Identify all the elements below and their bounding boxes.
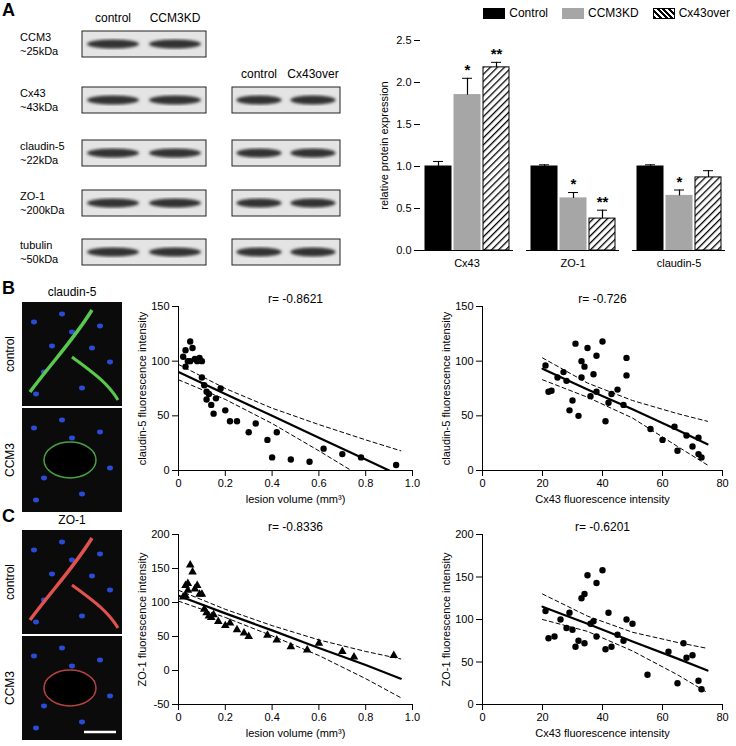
svg-text:80: 80	[716, 477, 728, 489]
html-text:A: A	[2, 0, 15, 20]
svg-text:150: 150	[151, 562, 169, 574]
svg-text:0.4: 0.4	[264, 477, 279, 489]
svg-text:r= -0.6201: r= -0.6201	[575, 520, 630, 534]
svg-text:40: 40	[596, 477, 608, 489]
svg-text:60: 60	[656, 711, 668, 723]
svg-text:tubulin: tubulin	[20, 239, 52, 251]
svg-text:ZO-1: ZO-1	[20, 190, 45, 202]
html-text:Cx43over: Cx43over	[678, 6, 730, 20]
svg-text:ZO-1 fluorescence intensity: ZO-1 fluorescence intensity	[440, 552, 452, 686]
svg-text:*: *	[571, 175, 577, 192]
svg-text:~22kDa: ~22kDa	[20, 154, 59, 166]
svg-text:ZO-1: ZO-1	[560, 257, 585, 269]
svg-text:0.6: 0.6	[311, 477, 326, 489]
svg-text:Cx43: Cx43	[454, 257, 480, 269]
svg-text:100: 100	[151, 596, 169, 608]
svg-text:Cx43 fluorescence intensity: Cx43 fluorescence intensity	[535, 727, 670, 739]
svg-text:0.6: 0.6	[311, 711, 326, 723]
svg-text:-50: -50	[154, 698, 170, 710]
svg-text:control: control	[3, 336, 17, 372]
svg-text:2.5: 2.5	[396, 34, 411, 46]
svg-text:CCM3KD: CCM3KD	[150, 11, 201, 25]
svg-text:control: control	[3, 564, 17, 600]
svg-text:0: 0	[175, 711, 181, 723]
svg-text:100: 100	[455, 613, 473, 625]
svg-text:r= -0.8621: r= -0.8621	[268, 292, 323, 306]
svg-text:200: 200	[455, 528, 473, 540]
svg-text:~43kDa: ~43kDa	[20, 101, 59, 113]
svg-text:0.8: 0.8	[358, 711, 373, 723]
svg-text:**: **	[597, 193, 609, 210]
svg-text:*: *	[465, 61, 471, 78]
svg-text:0.0: 0.0	[396, 244, 411, 256]
svg-text:0: 0	[175, 477, 181, 489]
html-text:CCM3KD: CCM3KD	[588, 6, 639, 20]
svg-text:~200kDa: ~200kDa	[20, 204, 65, 216]
svg-text:lesion volume (mm³): lesion volume (mm³)	[246, 727, 346, 739]
svg-text:Cx43over: Cx43over	[287, 67, 338, 81]
svg-text:50: 50	[461, 409, 473, 421]
svg-text:0: 0	[163, 664, 169, 676]
svg-text:1.0: 1.0	[405, 477, 420, 489]
svg-text:200: 200	[151, 528, 169, 540]
svg-text:0: 0	[479, 477, 485, 489]
svg-text:50: 50	[157, 630, 169, 642]
svg-text:r= -0.726: r= -0.726	[578, 292, 627, 306]
svg-text:20: 20	[536, 711, 548, 723]
svg-text:1.0: 1.0	[396, 160, 411, 172]
svg-text:0.2: 0.2	[218, 711, 233, 723]
svg-text:20: 20	[536, 477, 548, 489]
svg-text:**: **	[491, 45, 503, 62]
svg-text:~50kDa: ~50kDa	[20, 253, 59, 265]
svg-text:Cx43: Cx43	[20, 87, 46, 99]
html-text:B: B	[2, 278, 15, 298]
svg-text:ZO-1: ZO-1	[58, 513, 86, 527]
svg-text:CCM3: CCM3	[3, 671, 17, 705]
svg-text:40: 40	[596, 711, 608, 723]
svg-text:1.0: 1.0	[405, 711, 420, 723]
svg-text:lesion volume (mm³): lesion volume (mm³)	[246, 493, 346, 505]
svg-text:Cx43 fluorescence intensity: Cx43 fluorescence intensity	[535, 493, 670, 505]
svg-text:0.5: 0.5	[396, 202, 411, 214]
svg-text:0: 0	[163, 464, 169, 476]
svg-text:r= -0.8336: r= -0.8336	[268, 520, 323, 534]
svg-text:150: 150	[455, 571, 473, 583]
svg-text:control: control	[241, 67, 277, 81]
svg-text:0: 0	[479, 711, 485, 723]
html-text:C: C	[2, 506, 15, 526]
svg-text:~25kDa: ~25kDa	[20, 45, 59, 57]
svg-text:claudin-5 fluorescence intensi: claudin-5 fluorescence intensity	[440, 311, 452, 465]
svg-text:50: 50	[157, 409, 169, 421]
svg-text:CCM3: CCM3	[20, 31, 51, 43]
svg-text:ZO-1 fluorescence intensity: ZO-1 fluorescence intensity	[136, 552, 148, 686]
html-text:Control: Control	[509, 6, 548, 20]
svg-text:150: 150	[151, 300, 169, 312]
svg-text:0.4: 0.4	[264, 711, 279, 723]
svg-text:claudin-5 fluorescence intensi: claudin-5 fluorescence intensity	[136, 311, 148, 465]
svg-text:claudin-5: claudin-5	[20, 140, 65, 152]
svg-text:*: *	[677, 173, 683, 190]
svg-text:80: 80	[716, 711, 728, 723]
svg-text:0: 0	[467, 698, 473, 710]
svg-text:0.2: 0.2	[218, 477, 233, 489]
svg-text:CCM3: CCM3	[3, 443, 17, 477]
svg-text:relative protein expression: relative protein expression	[378, 81, 390, 209]
svg-text:2.0: 2.0	[396, 76, 411, 88]
svg-text:50: 50	[461, 656, 473, 668]
svg-text:claudin-5: claudin-5	[657, 257, 702, 269]
svg-text:1.5: 1.5	[396, 118, 411, 130]
svg-text:60: 60	[656, 477, 668, 489]
svg-text:150: 150	[455, 300, 473, 312]
svg-text:0: 0	[467, 464, 473, 476]
svg-text:100: 100	[455, 355, 473, 367]
svg-text:100: 100	[151, 355, 169, 367]
svg-text:control: control	[95, 11, 131, 25]
svg-text:0.8: 0.8	[358, 477, 373, 489]
svg-text:claudin-5: claudin-5	[48, 285, 97, 299]
